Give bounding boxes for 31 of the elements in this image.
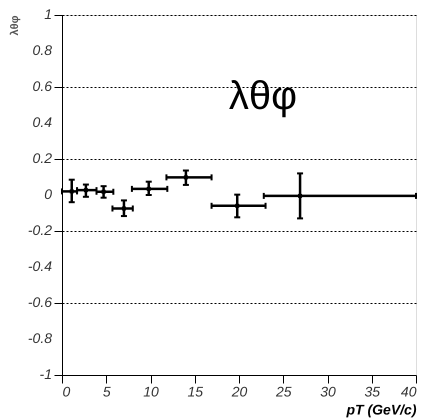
y-tick-label: 0.2 bbox=[32, 150, 52, 166]
x-tick-label: 0 bbox=[62, 384, 70, 400]
x-tick-label: 10 bbox=[143, 384, 159, 400]
x-tick-label: 40 bbox=[400, 384, 417, 400]
x-tick-label: 25 bbox=[274, 384, 292, 400]
y-tick-label: 0 bbox=[44, 186, 52, 202]
x-tick-label: 5 bbox=[102, 384, 111, 400]
annotation: λθφ bbox=[228, 74, 298, 118]
point bbox=[146, 186, 151, 191]
point bbox=[235, 204, 240, 208]
y-tick-label: -0.4 bbox=[28, 258, 52, 274]
y-tick-label: 0.4 bbox=[32, 114, 52, 130]
x-tick-label: 15 bbox=[187, 384, 204, 400]
x-tick-label: 35 bbox=[364, 384, 380, 400]
point bbox=[184, 175, 188, 180]
point bbox=[122, 206, 126, 210]
point bbox=[298, 194, 302, 198]
y-tick-label: -0.2 bbox=[28, 222, 52, 238]
y-tick-label: 1 bbox=[44, 6, 52, 22]
y-axis-title: λθφ bbox=[9, 15, 21, 36]
x-tick-label: 20 bbox=[230, 384, 248, 400]
point bbox=[102, 190, 106, 194]
y-tick-label: 0.8 bbox=[32, 42, 52, 58]
point bbox=[84, 188, 88, 192]
point bbox=[70, 189, 74, 194]
y-tick-label: -1 bbox=[40, 366, 52, 382]
x-tick-label: 30 bbox=[320, 384, 336, 400]
y-tick-label: -0.8 bbox=[28, 330, 52, 346]
x-axis-title: pT (GeV/c) bbox=[345, 402, 417, 418]
y-tick-label: -0.6 bbox=[28, 294, 52, 310]
y-tick-label: 0.6 bbox=[32, 78, 52, 94]
